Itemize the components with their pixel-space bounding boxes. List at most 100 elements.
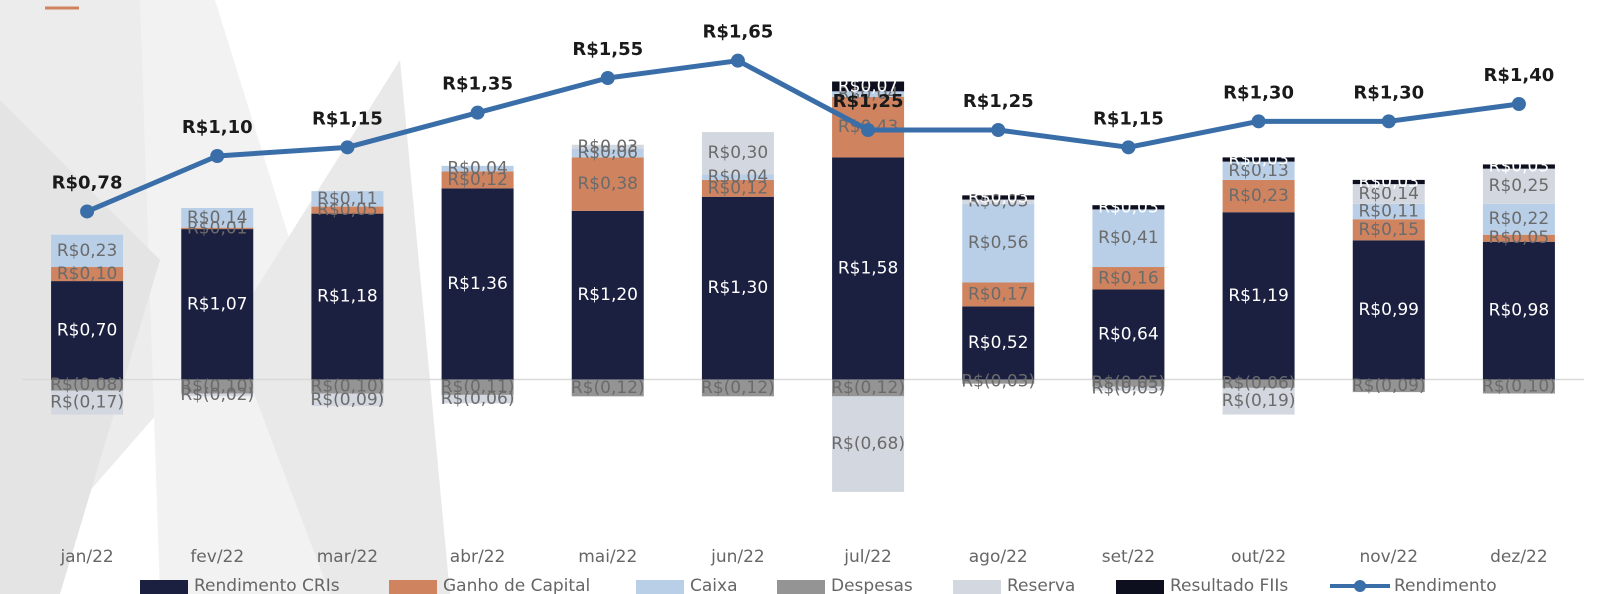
data-label: R$0,23 (57, 241, 117, 261)
line-point (1382, 114, 1396, 128)
data-label: R$(0,68) (831, 434, 905, 454)
data-label: R$(0,03) (961, 372, 1035, 392)
x-tick-label: fev/22 (190, 547, 244, 567)
line-point (1252, 114, 1266, 128)
data-label: R$1,07 (187, 294, 247, 314)
line (87, 61, 1519, 212)
legend-label: Caixa (690, 576, 738, 594)
data-label: R$1,55 (572, 39, 643, 60)
x-tick-label: mai/22 (578, 547, 637, 567)
line-point (1121, 140, 1135, 154)
x-tick-label: jan/22 (59, 547, 113, 567)
data-label: R$0,03 (578, 137, 638, 157)
data-label: R$1,10 (182, 117, 253, 138)
data-label: R$0,23 (1228, 186, 1288, 206)
data-label: R$0,14 (187, 208, 247, 228)
line-point (861, 123, 875, 137)
x-tick-label: abr/22 (450, 547, 506, 567)
data-label: R$0,04 (708, 167, 768, 187)
x-tick-label: jul/22 (843, 547, 892, 567)
data-label: R$0,10 (57, 264, 117, 284)
legend-swatch (636, 580, 684, 594)
data-label: R$(0,03) (1092, 379, 1166, 399)
data-label: R$1,65 (703, 22, 774, 43)
data-label: R$0,70 (57, 320, 117, 340)
line-point (1512, 97, 1526, 111)
data-label: R$(0,02) (180, 385, 254, 405)
line-point (991, 123, 1005, 137)
data-label: R$0,78 (52, 172, 123, 193)
data-label: R$1,19 (1228, 286, 1288, 306)
data-label: R$0,03 (968, 187, 1028, 207)
data-label: R$(0,09) (1352, 376, 1426, 396)
data-label: R$0,05 (1489, 228, 1549, 248)
legend-swatch (953, 580, 1001, 594)
data-label: R$0,56 (968, 233, 1028, 253)
data-label: R$0,64 (1098, 324, 1158, 344)
data-label: R$0,30 (708, 143, 768, 163)
data-label: R$(0,17) (50, 393, 124, 413)
legend-label: Despesas (831, 576, 913, 594)
data-label: R$(0,12) (831, 378, 905, 398)
data-label: R$0,03 (1489, 157, 1549, 177)
line-point (210, 149, 224, 163)
legend-label: Ganho de Capital (443, 576, 590, 594)
x-tick-label: ago/22 (969, 547, 1028, 567)
chart: jan/22 fev/22 mar/22 abr/22 mai/22 jun/22 jul/… (0, 0, 1619, 594)
legend-swatch (389, 580, 437, 594)
legend-label: Reserva (1007, 576, 1075, 594)
page: jan/22 fev/22 mar/22 abr/22 mai/22 jun/22 jul/… (0, 0, 1619, 594)
legend-swatch (1354, 580, 1366, 592)
data-label: R$(0,06) (441, 389, 515, 409)
data-label: R$0,99 (1359, 300, 1419, 320)
line-point (731, 54, 745, 68)
line-point (340, 140, 354, 154)
legend-label: Resultado FIIs (1170, 576, 1288, 594)
x-tick-label: out/22 (1231, 547, 1286, 567)
data-label: R$1,25 (833, 91, 904, 112)
data-label: R$1,36 (447, 274, 507, 294)
x-tick-label: dez/22 (1490, 547, 1548, 567)
legend-label: Rendimento CRIs (194, 576, 340, 594)
x-tick-label: mar/22 (317, 547, 378, 567)
data-label: R$1,30 (708, 278, 768, 298)
data-label: R$0,52 (968, 333, 1028, 353)
line-point (601, 71, 615, 85)
data-label: R$1,15 (1093, 108, 1164, 129)
data-label: R$(0,10) (1482, 376, 1556, 396)
data-label: R$0,25 (1489, 176, 1549, 196)
data-label: R$(0,09) (311, 390, 385, 410)
data-label: R$1,40 (1484, 65, 1555, 86)
data-label: R$0,41 (1098, 228, 1158, 248)
legend-label: Rendimento (1394, 576, 1497, 594)
data-label: R$1,20 (578, 285, 638, 305)
legend-swatch (777, 580, 825, 594)
data-label: R$1,18 (317, 287, 377, 307)
line-point (471, 106, 485, 120)
data-label: R$(0,12) (701, 378, 775, 398)
data-label: R$0,38 (578, 174, 638, 194)
data-label: R$0,16 (1098, 268, 1158, 288)
data-label: R$(0,19) (1222, 391, 1296, 411)
data-label: R$0,03 (1359, 172, 1419, 192)
data-label: R$0,11 (1359, 202, 1419, 222)
data-label: R$0,17 (968, 284, 1028, 304)
data-label: R$(0,12) (571, 378, 645, 398)
line-point (80, 204, 94, 218)
data-label: R$1,30 (1223, 82, 1294, 103)
data-label: R$0,11 (317, 189, 377, 209)
data-label: R$1,58 (838, 258, 898, 278)
data-label: R$1,30 (1353, 82, 1424, 103)
legend-swatch (1116, 580, 1164, 594)
data-label: R$1,35 (442, 74, 513, 95)
data-label: R$0,98 (1489, 301, 1549, 321)
x-tick-label: set/22 (1102, 547, 1155, 567)
data-label: R$0,03 (1098, 197, 1158, 217)
data-label: R$0,22 (1489, 209, 1549, 229)
data-label: R$1,25 (963, 91, 1034, 112)
x-tick-label: nov/22 (1359, 547, 1418, 567)
data-label: R$0,15 (1359, 220, 1419, 240)
data-label: R$0,03 (1228, 150, 1288, 170)
x-tick-label: jun/22 (710, 547, 765, 567)
data-label: R$0,04 (447, 159, 507, 179)
